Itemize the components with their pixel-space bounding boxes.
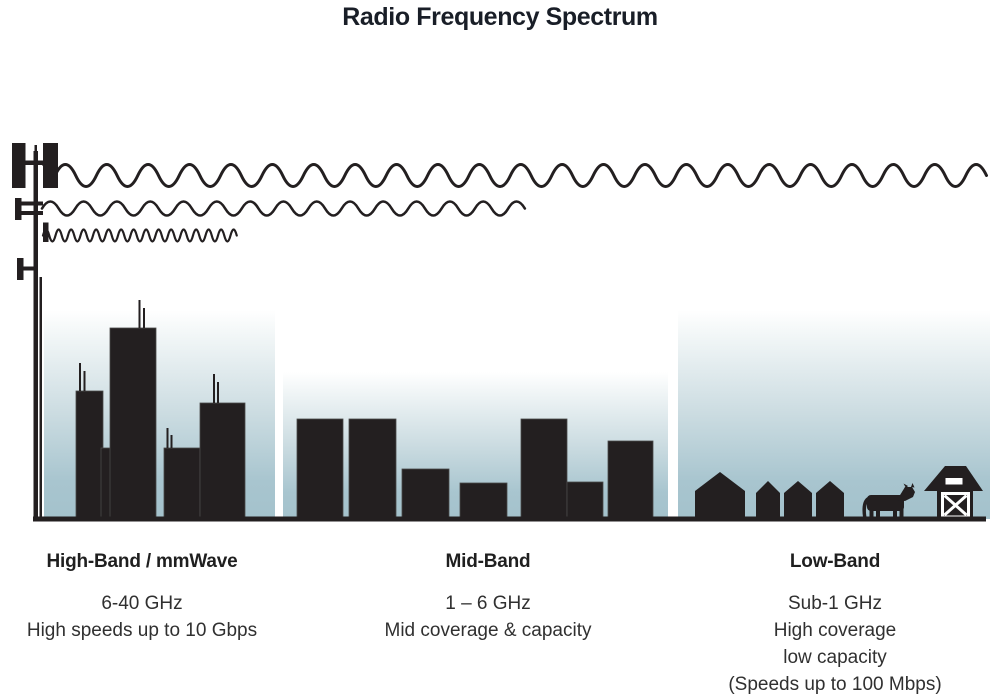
barn-loft-vent — [945, 478, 963, 485]
antenna-panel-low-left — [17, 258, 24, 280]
high-band-description: High speeds up to 10 Gbps — [26, 620, 258, 641]
mid-band-heading: Mid-Band — [445, 551, 531, 572]
barn-door-cross-brace — [943, 494, 968, 517]
antenna-crossbar-mid-2 — [21, 211, 43, 215]
mid-rise-building — [566, 481, 604, 520]
low-band-frequency: Sub-1 GHz — [788, 593, 882, 614]
mid-band-skyline — [296, 418, 654, 520]
mid-band-description: Mid coverage & capacity — [384, 620, 592, 641]
mid-rise-building — [296, 418, 344, 520]
rooftop-antenna-spires — [79, 300, 219, 448]
house-icon — [756, 481, 780, 519]
skyscraper-tallest — [109, 327, 157, 520]
ground-line — [33, 516, 986, 522]
low-band-heading: Low-Band — [789, 551, 881, 572]
mid-rise-building — [520, 418, 568, 520]
mid-rise-building — [459, 482, 508, 520]
low-band-rural-scene — [695, 466, 983, 519]
antenna-panel-mid-left — [15, 198, 22, 220]
diagram-title: Radio Frequency Spectrum — [342, 3, 658, 31]
band-label-high: High-Band / mmWave 6-40 GHz High speeds … — [22, 550, 262, 644]
skyscraper — [75, 390, 104, 520]
high-band-frequency: 6-40 GHz — [101, 593, 183, 614]
house-icon — [695, 472, 745, 519]
cell-tower-icon — [12, 143, 58, 517]
cow-icon — [862, 483, 915, 519]
low-band-description-3: (Speeds up to 100 Mbps) — [728, 674, 942, 695]
house-icon — [816, 481, 844, 519]
antenna-crossbar-top — [25, 160, 44, 165]
low-band-description-1: High coverage — [773, 620, 897, 641]
tower-pole — [33, 151, 38, 517]
tower-pole-secondary — [39, 277, 42, 517]
mid-band-frequency: 1 – 6 GHz — [445, 593, 531, 614]
antenna-crossbar-mid-1 — [21, 201, 43, 206]
house-icon — [784, 481, 812, 519]
high-band-skyline — [75, 300, 246, 520]
band-label-low: Low-Band Sub-1 GHz High coverage low cap… — [690, 550, 980, 698]
low-band-wave — [53, 163, 988, 188]
high-band-heading: High-Band / mmWave — [46, 551, 238, 572]
skyscraper — [163, 447, 201, 520]
antenna-panel-top-left — [12, 143, 26, 188]
band-label-mid: Mid-Band 1 – 6 GHz Mid coverage & capaci… — [368, 550, 608, 644]
tower-tip — [34, 145, 37, 153]
antenna-panel-mid-right — [43, 222, 49, 242]
high-band-wave — [41, 228, 238, 243]
mid-band-wave — [40, 200, 527, 217]
mid-rise-building — [348, 418, 397, 520]
barn-icon — [924, 466, 983, 519]
skyscraper — [199, 402, 246, 520]
mid-rise-building — [607, 440, 654, 520]
mid-rise-building — [401, 468, 450, 520]
low-band-description-2: low capacity — [783, 647, 887, 668]
antenna-crossbar-low — [23, 266, 38, 271]
